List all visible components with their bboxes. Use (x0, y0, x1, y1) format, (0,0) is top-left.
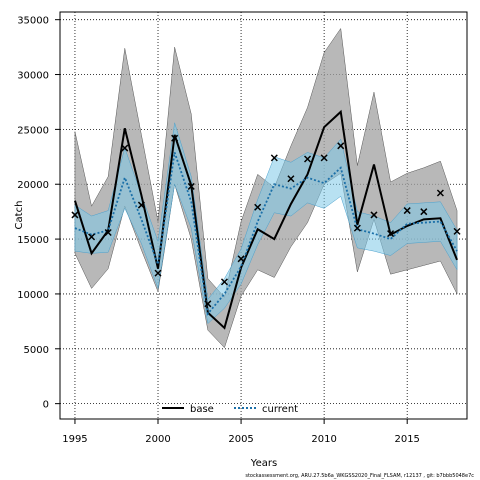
observed-point (104, 228, 112, 237)
legend-base-label: base (190, 404, 214, 415)
observed-point (204, 300, 212, 308)
observed-point (420, 208, 428, 216)
observed-point (387, 230, 395, 238)
legend: base current (162, 404, 298, 415)
observed-point (453, 227, 461, 235)
legend-current-label: current (262, 404, 298, 415)
base-line (73, 109, 458, 330)
observed-point (403, 207, 411, 215)
observed-point (154, 269, 162, 277)
observed-point (303, 155, 312, 163)
y-tick-label: 25000 (17, 125, 49, 136)
observed-point (337, 142, 345, 150)
y-tick-label: 0 (43, 400, 49, 411)
observed-point (353, 224, 361, 232)
y-tick-label: 30000 (17, 71, 49, 82)
observed-point (171, 134, 179, 142)
observed-point (287, 175, 295, 183)
observed-point (220, 278, 228, 286)
observed-point (187, 182, 195, 190)
x-axis: 1995 2000 2005 2010 2015 (62, 419, 420, 445)
observed-point (237, 255, 245, 263)
observed-points (71, 134, 461, 308)
x-tick-label: 2005 (228, 434, 253, 445)
x-axis-title: Years (250, 458, 277, 469)
observed-point (254, 203, 262, 211)
x-tick-label: 2000 (145, 434, 170, 445)
observed-point (71, 211, 79, 219)
y-axis-title: Catch (14, 201, 25, 230)
observed-point (370, 211, 378, 219)
x-tick-label: 2015 (394, 434, 419, 445)
observed-point (436, 189, 444, 197)
y-tick-label: 10000 (17, 290, 49, 301)
y-tick-label: 20000 (17, 180, 49, 191)
observed-point (137, 201, 145, 209)
footnote: stockassessment.org, ARU.27.5b6a_WKGSS20… (245, 473, 474, 479)
y-tick-label: 35000 (17, 16, 49, 27)
observed-point (121, 144, 129, 152)
y-tick-label: 15000 (17, 235, 49, 246)
plot-frame (59, 11, 468, 420)
observed-point (320, 154, 328, 162)
observed-point (88, 233, 96, 241)
series-lines (73, 109, 458, 330)
observed-point (270, 154, 278, 162)
y-tick-label: 5000 (24, 345, 49, 356)
y-axis: 0 5000 10000 15000 20000 25000 30000 35000 (17, 16, 60, 411)
x-tick-label: 1995 (62, 434, 87, 445)
x-tick-label: 2010 (311, 434, 336, 445)
